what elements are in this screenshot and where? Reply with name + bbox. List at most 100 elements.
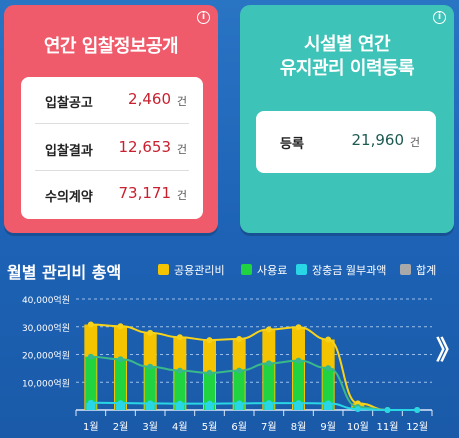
data-point: [147, 400, 154, 407]
data-point: [265, 360, 272, 367]
data-point: [117, 356, 124, 363]
data-point: [87, 399, 94, 406]
x-tick-label: 7월: [261, 421, 277, 433]
legend-label: 사용료: [257, 264, 288, 277]
x-tick-label: 3월: [142, 421, 158, 433]
bar-usage: [322, 368, 334, 410]
bar-usage: [204, 372, 215, 410]
bid-row-label: 입찰결과: [45, 144, 93, 159]
row-divider: [35, 123, 189, 124]
facility-title-line1: 시설별 연간: [303, 34, 391, 55]
bar-reserve: [264, 403, 274, 410]
bar-reserve: [116, 403, 125, 410]
data-point: [325, 365, 332, 372]
data-point: [325, 400, 332, 407]
series-line-reserve: [90, 401, 418, 411]
facility-row-label: 등록: [280, 137, 304, 152]
data-point: [206, 400, 213, 407]
bar-reserve: [175, 403, 185, 410]
legend-label: 공용관리비: [174, 264, 225, 277]
bid-row-label: 수의계약: [45, 190, 93, 205]
bid-card-title: 연간 입찰정보공개: [43, 36, 179, 57]
bid-row-value: 2,460: [128, 90, 171, 108]
bid-row-value: 12,653: [118, 138, 172, 156]
bid-row-unit: 건: [176, 95, 187, 108]
data-point: [384, 407, 391, 413]
bid-row-unit: 건: [176, 143, 187, 156]
bar-usage: [174, 370, 186, 410]
legend-swatch: [241, 264, 252, 275]
data-point: [236, 335, 243, 342]
bar-usage: [293, 360, 304, 410]
data-point: [414, 407, 421, 413]
data-point: [117, 323, 124, 330]
info-icon[interactable]: i: [433, 11, 446, 24]
data-point: [87, 321, 94, 328]
data-point: [354, 406, 361, 413]
data-point: [206, 337, 213, 344]
legend-label: 장충금 월부과액: [312, 264, 387, 277]
legend-swatch: [400, 264, 411, 275]
data-point: [295, 324, 302, 331]
bar-reserve: [323, 403, 333, 410]
bar-usage: [263, 363, 275, 410]
bar-usage: [85, 356, 97, 410]
facility-card-title: 시설별 연간 유지관리 이력등록: [240, 33, 454, 81]
data-point: [176, 367, 183, 374]
bid-stats-box: 입찰공고 2,460 건 입찰결과 12,653 건 수의계약 73,171 건: [21, 77, 203, 219]
bar-reserve: [294, 403, 303, 410]
bar-usage: [115, 359, 126, 410]
data-point: [206, 369, 213, 376]
bid-row-result[interactable]: 입찰결과 12,653 건: [21, 133, 203, 163]
x-tick-label: 8월: [291, 421, 307, 433]
data-point: [295, 357, 302, 364]
bid-row-value: 73,171: [118, 184, 172, 202]
y-tick-label: 10,000억원: [22, 377, 70, 389]
data-point: [265, 400, 272, 407]
data-point: [265, 326, 272, 333]
data-point: [147, 363, 154, 370]
data-point: [176, 400, 183, 407]
x-tick-label: 2월: [113, 421, 129, 433]
facility-title-line2: 유지관리 이력등록: [279, 58, 415, 79]
series-line-usage: [90, 355, 418, 411]
facility-history-card[interactable]: i 시설별 연간 유지관리 이력등록 등록 21,960 건: [240, 5, 454, 233]
x-tick-label: 4월: [172, 421, 188, 433]
chart-title: 월별 관리비 총액: [7, 263, 122, 282]
data-point: [325, 336, 332, 343]
row-divider: [35, 170, 189, 171]
y-tick-label: 30,000억원: [22, 322, 70, 334]
data-point: [87, 353, 94, 360]
data-point: [117, 400, 124, 407]
legend-label: 합계: [416, 264, 437, 277]
x-tick-label: 10월: [347, 421, 369, 433]
bar-usage: [144, 366, 156, 410]
x-tick-label: 11월: [377, 421, 399, 433]
data-point: [176, 334, 183, 341]
facility-stats-box[interactable]: 등록 21,960 건: [256, 111, 436, 173]
bar-usage: [233, 370, 245, 410]
data-point: [147, 329, 154, 336]
y-tick-label: 40,000억원: [22, 294, 70, 306]
bar-reserve: [86, 402, 96, 410]
facility-row-unit: 건: [409, 136, 420, 149]
x-tick-label: 5월: [202, 421, 218, 433]
bid-row-label: 입찰공고: [45, 96, 93, 111]
bid-row-notice[interactable]: 입찰공고 2,460 건: [21, 85, 203, 117]
facility-row-value: 21,960: [351, 131, 405, 149]
next-arrow-icon[interactable]: 》: [436, 330, 459, 367]
legend-swatch: [296, 264, 307, 275]
bar-reserve: [145, 403, 155, 410]
x-tick-label: 6월: [231, 421, 247, 433]
bid-row-unit: 건: [176, 189, 187, 202]
bid-info-card[interactable]: i 연간 입찰정보공개 입찰공고 2,460 건 입찰결과 12,653 건 수…: [4, 5, 218, 233]
y-tick-label: 20,000억원: [22, 350, 70, 362]
data-point: [236, 400, 243, 407]
bar-reserve: [234, 403, 244, 410]
x-tick-label: 12월: [406, 421, 428, 433]
x-tick-label: 1월: [83, 421, 99, 433]
monthly-cost-chart: 40,000억원 30,000억원 20,000억원 10,000억원 1월 2월 3월 4월…: [22, 294, 433, 433]
bid-row-contract[interactable]: 수의계약 73,171 건: [21, 179, 203, 209]
info-icon[interactable]: i: [197, 11, 210, 24]
data-point: [295, 400, 302, 407]
